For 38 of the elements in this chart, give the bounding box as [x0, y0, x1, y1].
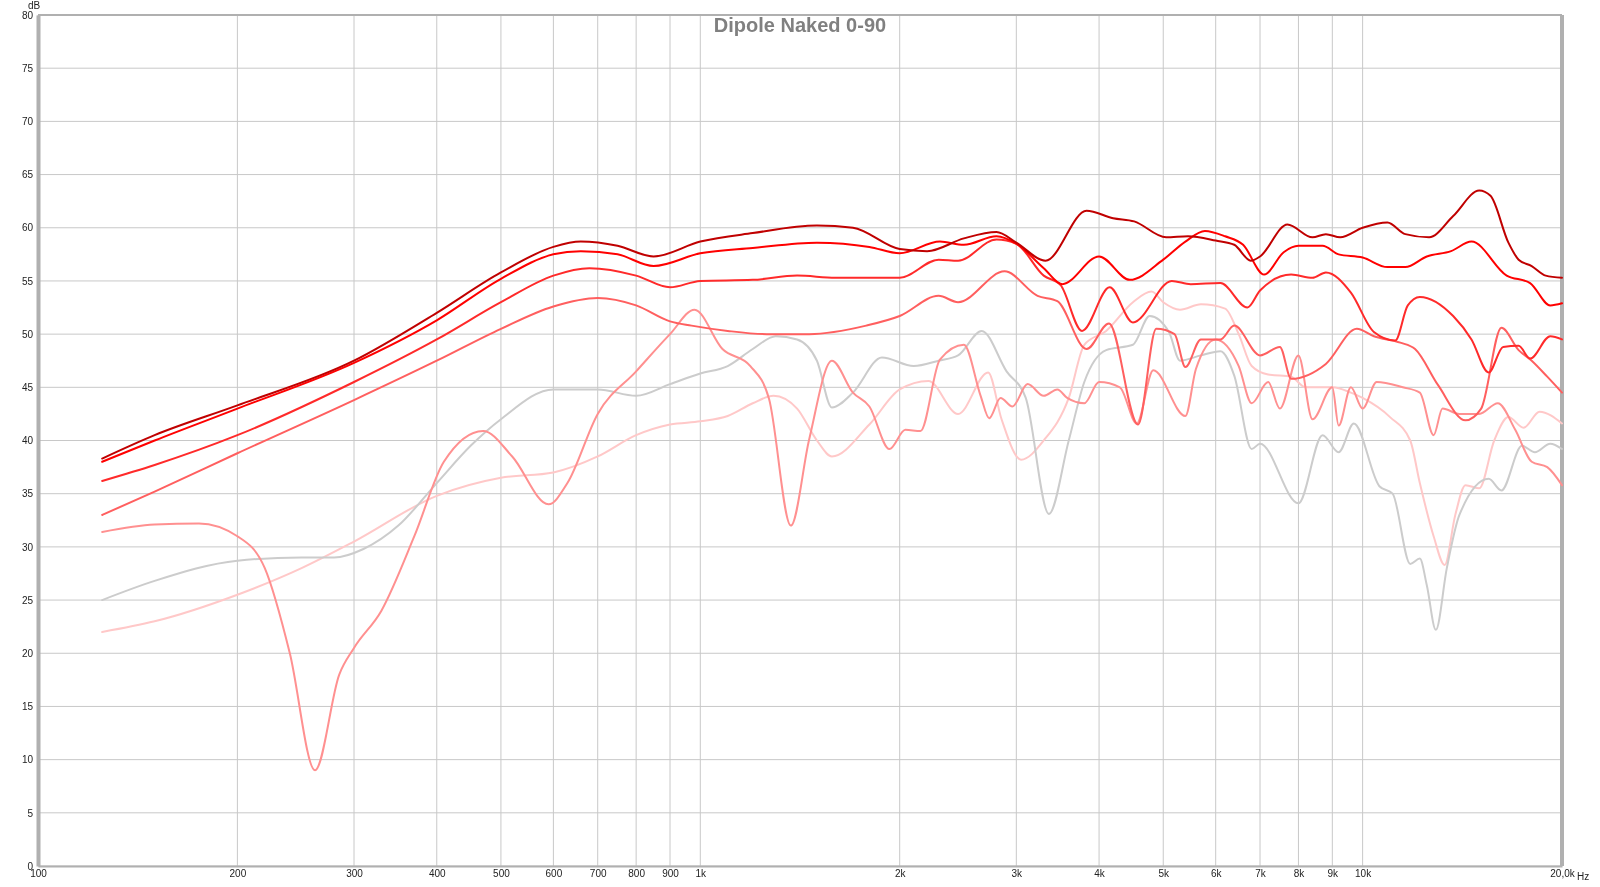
- y-tick-label: 80: [21, 9, 34, 21]
- y-tick-label: 35: [21, 488, 34, 500]
- y-tick-label: 75: [21, 62, 34, 74]
- y-tick-label: 15: [21, 701, 34, 713]
- x-tick-label: 7k: [1255, 868, 1267, 880]
- x-tick-label: 4k: [1094, 868, 1106, 880]
- y-tick-label: 25: [21, 594, 34, 606]
- y-tick-label: 5: [27, 807, 34, 819]
- y-tick-label: 20: [21, 647, 34, 659]
- chart-title: Dipole Naked 0-90: [713, 14, 887, 36]
- y-tick-label: 55: [21, 275, 34, 287]
- y-tick-label: 45: [21, 382, 34, 394]
- x-tick-label: 3k: [1011, 868, 1024, 880]
- x-tick-label: 1k: [695, 868, 708, 880]
- x-tick-label: 10k: [1355, 868, 1373, 880]
- x-axis-title: Hz: [1577, 871, 1590, 882]
- y-tick-label: 70: [21, 116, 34, 128]
- y-tick-label: 50: [21, 328, 34, 340]
- x-tick-label: 800: [628, 868, 646, 880]
- x-tick-label: 500: [493, 868, 511, 880]
- y-tick-label: 10: [21, 754, 34, 766]
- x-tick-label: 600: [545, 868, 563, 880]
- y-tick-label: 40: [21, 435, 34, 447]
- x-tick-label: 8k: [1293, 868, 1306, 880]
- y-tick-label: 65: [21, 169, 34, 181]
- y-tick-label: 60: [21, 222, 34, 234]
- x-tick-label: 5k: [1158, 868, 1171, 880]
- x-tick-label: 700: [589, 868, 607, 880]
- x-tick-label: 20,0k: [1550, 868, 1576, 880]
- y-tick-label: 30: [21, 541, 34, 553]
- x-tick-label: 300: [346, 868, 364, 880]
- x-tick-label: 6k: [1210, 868, 1223, 880]
- x-tick-label: 400: [428, 868, 447, 880]
- x-tick-label: 2k: [894, 868, 907, 880]
- y-axis-title: dB: [27, 0, 41, 11]
- x-tick-label: 9k: [1327, 868, 1340, 880]
- x-tick-label: 200: [229, 868, 247, 880]
- x-tick-label: 900: [662, 868, 680, 880]
